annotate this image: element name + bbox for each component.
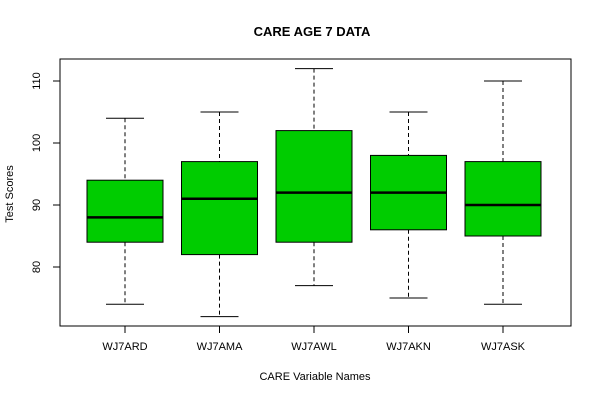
box-wj7ama bbox=[181, 111, 258, 318]
y-tick-label: 100 bbox=[31, 134, 43, 152]
y-axis: 80 90 100 110 bbox=[31, 72, 61, 273]
x-tick-label: WJ7AMA bbox=[197, 341, 244, 353]
interquartile-box bbox=[181, 161, 258, 256]
box-wj7awl bbox=[275, 68, 353, 287]
box-wj7ask bbox=[464, 80, 542, 305]
x-axis-label: CARE Variable Names bbox=[259, 371, 371, 383]
x-tick-label: WJ7AWL bbox=[291, 341, 336, 353]
box-wj7ard bbox=[86, 117, 164, 305]
chart-title: CARE AGE 7 DATA bbox=[254, 24, 371, 39]
x-tick-label: WJ7ASK bbox=[481, 341, 526, 353]
interquartile-box bbox=[275, 130, 353, 243]
boxplot-series bbox=[86, 68, 542, 318]
y-tick-label: 90 bbox=[31, 199, 43, 211]
y-tick-label: 110 bbox=[31, 72, 43, 90]
x-tick-label: WJ7AKN bbox=[386, 341, 431, 353]
x-tick-label: WJ7ARD bbox=[102, 341, 147, 353]
box-wj7akn bbox=[370, 111, 447, 299]
y-tick-label: 80 bbox=[31, 261, 43, 273]
interquartile-box bbox=[464, 161, 542, 237]
interquartile-box bbox=[86, 179, 164, 243]
x-axis: WJ7ARD WJ7AMA WJ7AWL WJ7AKN WJ7ASK bbox=[102, 325, 526, 353]
y-axis-label: Test Scores bbox=[4, 165, 16, 223]
